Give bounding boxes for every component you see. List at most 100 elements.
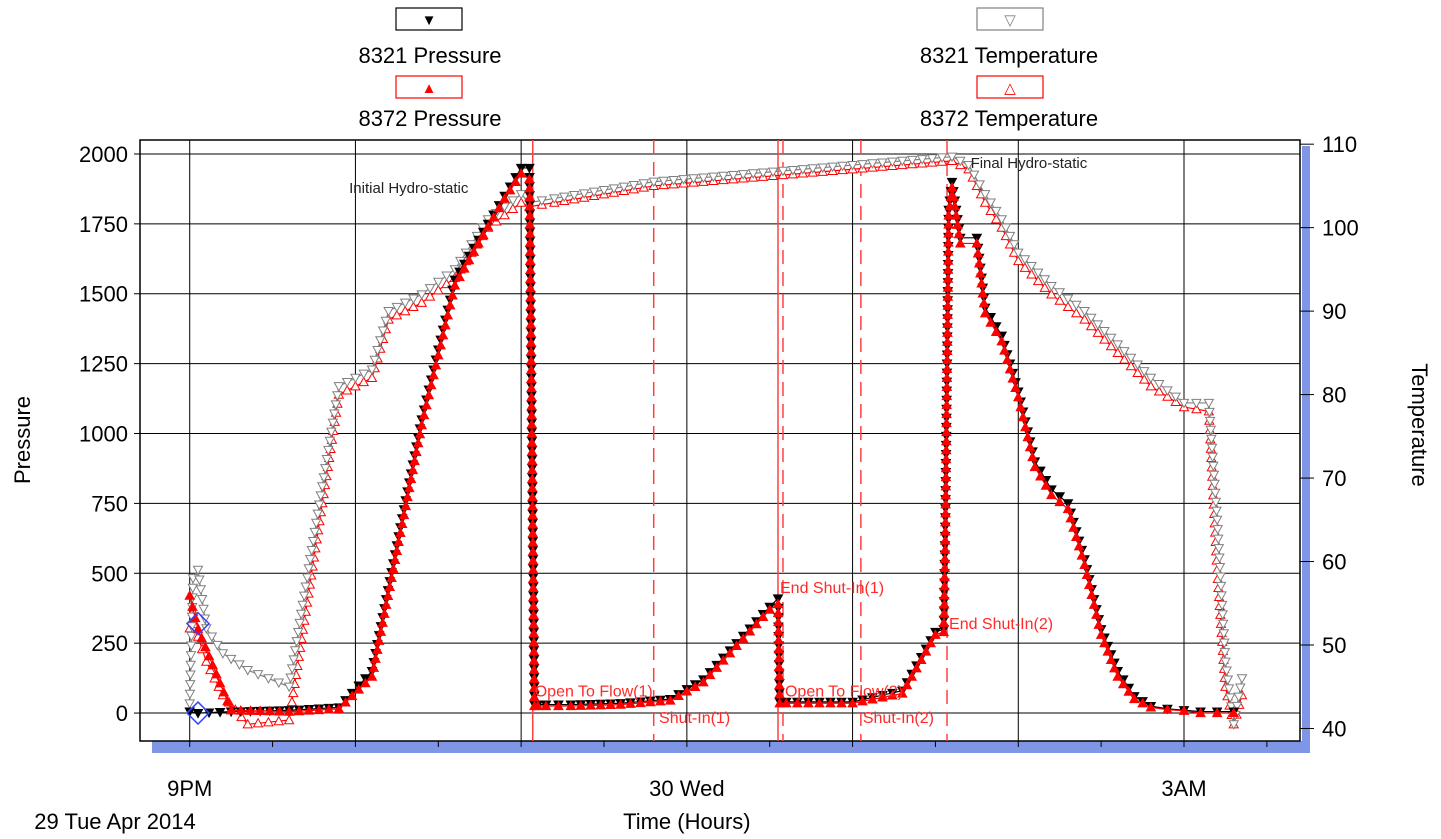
series-point	[524, 264, 536, 275]
series-point	[1070, 531, 1082, 542]
series-point	[1081, 569, 1093, 579]
series-point	[187, 583, 199, 594]
series-point	[528, 664, 540, 674]
series-point	[532, 700, 544, 711]
series-point	[528, 655, 540, 665]
legend-swatch	[976, 7, 1044, 31]
series-point	[727, 170, 739, 181]
series-point	[990, 206, 1002, 217]
series-point	[528, 673, 540, 683]
series-point	[847, 160, 858, 171]
series-point	[867, 159, 878, 169]
series-point	[979, 190, 991, 200]
series-point	[205, 664, 216, 675]
series-point	[187, 601, 198, 611]
series-point	[1215, 572, 1226, 583]
series-point	[1012, 255, 1024, 266]
series-point	[536, 196, 548, 207]
series-point	[264, 705, 276, 716]
series-point	[575, 700, 587, 710]
series-point	[1086, 589, 1098, 599]
series-point	[319, 464, 331, 474]
series-point	[360, 677, 371, 688]
series-point	[358, 369, 370, 380]
series-point	[391, 545, 403, 556]
y2-axis-title: Temperature	[1407, 363, 1432, 487]
series-point	[389, 554, 401, 565]
series-point	[999, 345, 1010, 355]
plot-frame-shadow-bottom	[152, 741, 1310, 753]
series-point	[737, 170, 749, 180]
series-point	[1210, 497, 1222, 508]
series-point	[717, 654, 729, 665]
series-point	[940, 453, 952, 464]
series-point	[1204, 416, 1216, 427]
series-point	[416, 290, 428, 300]
series-point	[273, 678, 285, 689]
series-point	[526, 464, 538, 474]
series-point	[203, 650, 215, 661]
series-point	[1015, 401, 1027, 412]
series-point	[939, 580, 950, 591]
series-point	[393, 536, 404, 547]
series-point	[350, 373, 361, 384]
series-point	[1228, 720, 1240, 730]
series-point	[1211, 707, 1223, 718]
series-point	[288, 655, 300, 665]
series-point	[941, 345, 953, 355]
series-point	[668, 175, 679, 186]
series-point	[1062, 503, 1074, 514]
series-point	[1128, 693, 1140, 704]
series-point	[1212, 525, 1224, 535]
series-point	[424, 284, 436, 294]
series-point	[377, 326, 389, 337]
series-point	[1102, 646, 1114, 656]
series-point	[184, 699, 196, 709]
series-point	[711, 662, 723, 672]
series-point	[1070, 307, 1082, 318]
series-point	[978, 297, 990, 308]
series-point	[1019, 262, 1031, 272]
series-point	[943, 218, 954, 229]
series-point	[568, 190, 580, 201]
series-point	[527, 573, 539, 583]
series-point	[477, 229, 489, 240]
series-point	[1208, 470, 1220, 481]
series-point	[528, 646, 540, 656]
series-point	[1223, 684, 1235, 695]
series-point	[817, 163, 829, 174]
series-point	[526, 473, 538, 484]
series-point	[294, 618, 306, 629]
series-point	[939, 544, 951, 554]
series-point	[374, 336, 386, 346]
series-point	[391, 302, 403, 313]
series-point	[1004, 231, 1016, 242]
series-point	[1092, 320, 1104, 331]
series-point	[353, 684, 365, 694]
series-point	[515, 190, 527, 200]
series-point	[524, 163, 535, 174]
x-tick-label: 9PM	[167, 776, 212, 801]
series-point	[1228, 707, 1240, 718]
series-point	[196, 632, 208, 643]
series-point	[321, 454, 333, 465]
series-point	[526, 400, 537, 411]
series-point	[432, 284, 444, 295]
series-point	[454, 271, 465, 282]
series-point	[807, 164, 819, 174]
series-point	[1035, 470, 1046, 481]
series-point	[977, 287, 989, 298]
series-point	[432, 349, 444, 360]
series-point	[524, 182, 535, 193]
legend: ▼ 8321 Pressure ▲ 8372 Pressure ▽ 8321 T…	[358, 7, 1098, 131]
series-point	[525, 300, 536, 311]
legend-item-8372-temperature: △ 8372 Temperature	[920, 75, 1098, 131]
series-point	[954, 237, 966, 248]
x-tick-label: 30 Wed	[649, 776, 724, 801]
series-point	[1203, 398, 1215, 409]
series-point	[391, 309, 403, 320]
series-point	[941, 363, 953, 373]
series-point	[254, 705, 266, 716]
series-point	[774, 697, 786, 708]
series-point	[289, 646, 301, 656]
